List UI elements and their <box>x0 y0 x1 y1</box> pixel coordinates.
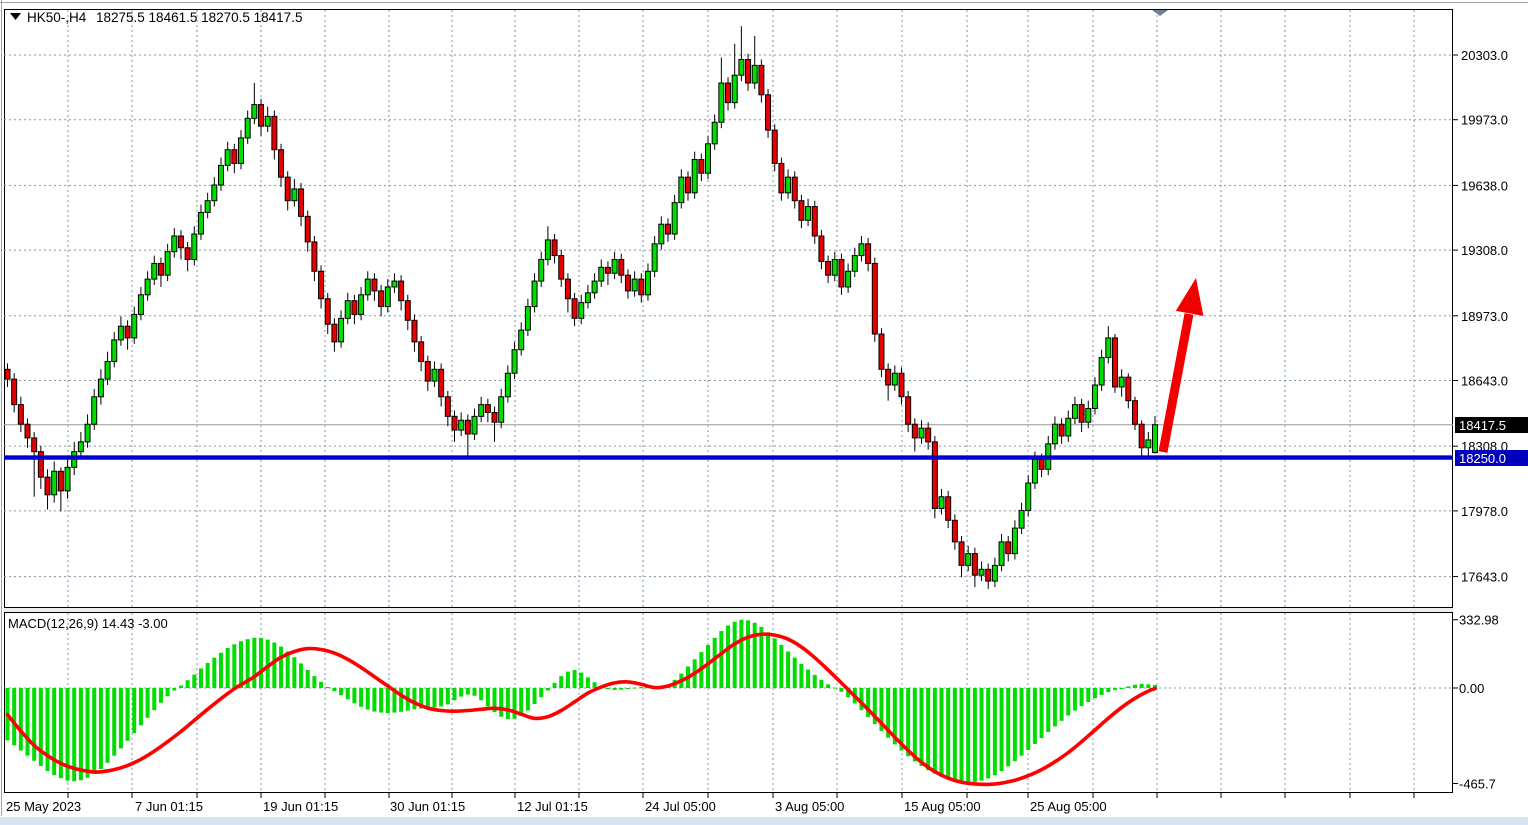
price-axis-label: 19638.0 <box>1461 178 1508 193</box>
price-axis-label: 19308.0 <box>1461 243 1508 258</box>
macd-axis-label: 332.98 <box>1459 613 1499 628</box>
price-axis[interactable]: 20303.0 19973.0 19638.0 19308.0 18973.0 18643… <box>1453 48 1508 585</box>
support-line-tag-label: 18250.0 <box>1459 451 1506 466</box>
current-price-tag-label: 18417.5 <box>1459 418 1506 433</box>
price-axis-label: 17978.0 <box>1461 504 1508 519</box>
support-line[interactable] <box>4 455 1453 460</box>
date-label: 30 Jun 01:15 <box>390 799 465 814</box>
pane-splitter[interactable] <box>4 608 1453 612</box>
support-line-price-tag: 18250.0 <box>1455 450 1528 466</box>
price-axis-label: 19973.0 <box>1461 113 1508 128</box>
bottom-strip <box>0 817 1528 825</box>
chart-shift-marker-icon[interactable] <box>1152 10 1168 16</box>
price-axis-label: 18973.0 <box>1461 309 1508 324</box>
date-label: 19 Jun 01:15 <box>263 799 338 814</box>
macd-axis-label: 0.00 <box>1459 681 1484 696</box>
candlesticks <box>4 26 1158 589</box>
date-label: 12 Jul 01:15 <box>517 799 588 814</box>
date-label: 24 Jul 05:00 <box>645 799 716 814</box>
date-label: 25 May 2023 <box>6 799 81 814</box>
date-label: 7 Jun 01:15 <box>135 799 203 814</box>
macd-signal-line <box>5 632 1157 787</box>
time-axis[interactable]: 25 May 2023 7 Jun 01:15 19 Jun 01:15 30 Jun… <box>6 792 1415 815</box>
date-label: 3 Aug 05:00 <box>775 799 844 814</box>
macd-label: MACD(12,26,9) 14.43 -3.00 <box>8 616 168 631</box>
macd-axis[interactable]: 332.98 0.00 -465.7 <box>1453 613 1499 792</box>
macd-gridlines <box>4 613 1453 792</box>
date-label: 25 Aug 05:00 <box>1030 799 1107 814</box>
trend-arrow[interactable] <box>1158 278 1204 453</box>
current-price-tag: 18417.5 <box>1455 417 1528 433</box>
macd-axis-label: -465.7 <box>1459 776 1496 791</box>
chart-title: HK50-,H4 18275.5 18461.5 18270.5 18417.5 <box>10 10 302 25</box>
price-axis-label: 17643.0 <box>1461 570 1508 585</box>
symbol-marker-icon <box>10 13 21 20</box>
ohlc-values-label: 18275.5 18461.5 18270.5 18417.5 <box>96 10 302 25</box>
macd-histogram <box>5 619 1157 783</box>
date-label: 15 Aug 05:00 <box>904 799 981 814</box>
symbol-period-label: HK50-,H4 <box>27 10 87 25</box>
price-axis-label: 18643.0 <box>1461 373 1508 388</box>
price-axis-label: 20303.0 <box>1461 48 1508 63</box>
